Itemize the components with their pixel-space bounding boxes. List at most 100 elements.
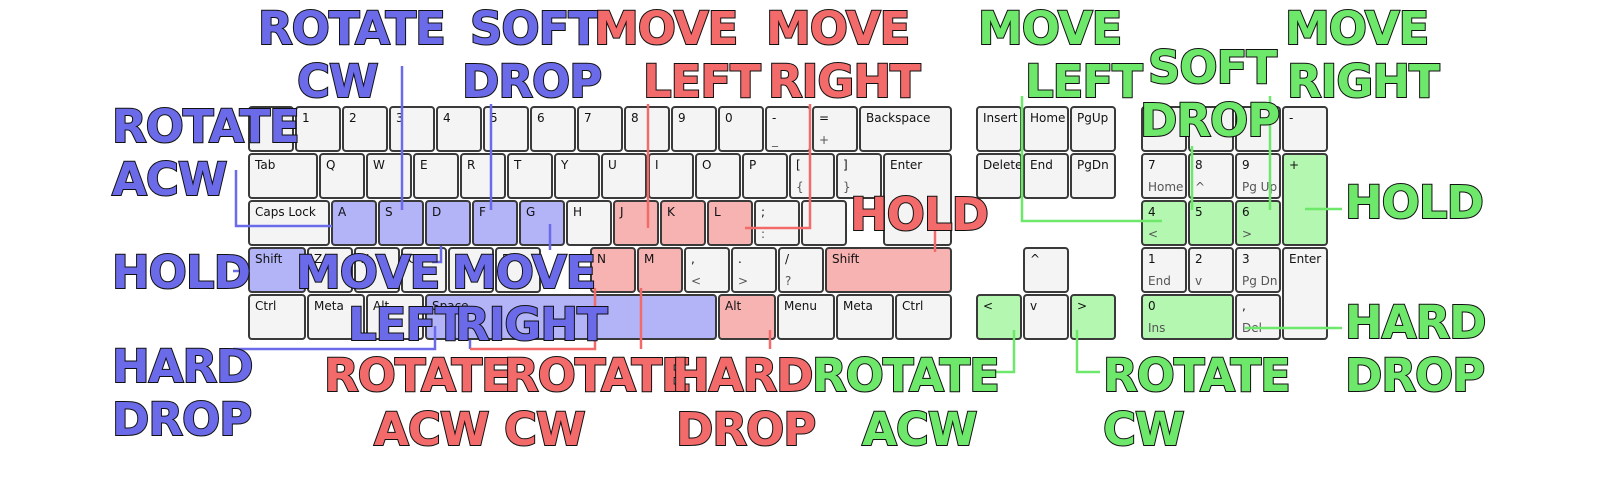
label-move-right-blue-line1: MOVE [451, 246, 597, 299]
label-move-left-green-line1: MOVE [977, 2, 1123, 55]
key-tab: Tab [248, 153, 318, 199]
key-label: 8 [1195, 158, 1203, 172]
label-move-right-red-line1: MOVE [765, 2, 911, 55]
label-rotate-acw-blue-line1: ROTATE [111, 100, 301, 153]
label-soft-drop-blue-line2: DROP [461, 55, 603, 108]
key-label: 5 [1195, 205, 1203, 219]
label-rotate-cw-green-line1: ROTATE [1102, 349, 1292, 402]
key-6: 6 [530, 106, 576, 152]
key-sublabel: ? [785, 274, 792, 288]
label-rotate-acw-red-line1: ROTATE [323, 349, 513, 402]
label-hard-drop-blue-line2: DROP [111, 393, 253, 446]
key-label: ^ [1030, 252, 1041, 266]
key-label: + [1289, 158, 1300, 172]
key-label: T [514, 158, 522, 172]
key-sublabel: < [691, 274, 702, 288]
key-comma: , < [684, 247, 730, 293]
key-label: ] [843, 158, 848, 172]
key-label: 0 [1148, 299, 1156, 313]
key-sublabel: _ [772, 133, 778, 147]
key-label: . [738, 252, 742, 266]
key-label: Backspace [866, 111, 931, 125]
label-hold-red-line1: HOLD [849, 188, 990, 241]
key-sublabel: Home [1148, 180, 1184, 194]
key-label: > [1077, 299, 1088, 313]
key-label: 6 [537, 111, 545, 125]
key-label: Shift [255, 252, 283, 266]
key-sublabel: + [819, 133, 830, 147]
key-num8: 8 ^ [1188, 153, 1234, 199]
label-move-right-green-line2: RIGHT [1286, 55, 1441, 108]
key-menu: Menu [777, 294, 835, 340]
key-label: 3 [396, 111, 404, 125]
leader-line-green [1075, 330, 1100, 374]
key-num5: 5 [1188, 200, 1234, 246]
key-quote: ' [801, 200, 847, 246]
leader-line-blue [432, 246, 443, 264]
key-rmeta: Meta [836, 294, 894, 340]
key-num4: 4 < [1141, 200, 1187, 246]
key-label: , [691, 252, 695, 266]
key-label: Menu [784, 299, 817, 313]
label-rotate-cw-red-line2: CW [503, 403, 587, 456]
key-r: R [460, 153, 506, 199]
label-move-right-red-line2: RIGHT [767, 55, 922, 108]
key-sublabel: End [1148, 274, 1171, 288]
key-esc [248, 106, 294, 152]
key-label: V [455, 252, 464, 266]
key-minus: - _ [765, 106, 811, 152]
key-label: Ctrl [255, 299, 277, 313]
key-label: 7 [584, 111, 592, 125]
key-label: W [373, 158, 385, 172]
key-sublabel: : [761, 227, 766, 241]
key-sublabel: Pg Dn [1242, 274, 1278, 288]
key-label: / [785, 252, 790, 266]
label-move-left-blue-line2: LEFT [347, 298, 467, 351]
key-slash: /? [778, 247, 824, 293]
key-lctrl: Ctrl [248, 294, 306, 340]
label-rotate-cw-green-line2: CW [1102, 403, 1186, 456]
key-label: Meta [843, 299, 873, 313]
key-u: U [601, 153, 647, 199]
key-2: 2 [342, 106, 388, 152]
key-label: A [338, 205, 347, 219]
key-enter: Enter [883, 153, 952, 246]
key-semicolon: ;: [754, 200, 800, 246]
key-sublabel: Pg Up [1242, 180, 1278, 194]
key-home: Home [1023, 106, 1069, 152]
key-o: O [695, 153, 741, 199]
key-sublabel: { [796, 180, 804, 194]
label-rotate-acw-green-line1: ROTATE [811, 349, 1001, 402]
key-label: 1 [1148, 252, 1156, 266]
key-label: 4 [1148, 205, 1156, 219]
key-label: 7 [1148, 158, 1156, 172]
key-label: Ctrl [902, 299, 924, 313]
key-label: S [385, 205, 393, 219]
key-pgdn: PgDn [1070, 153, 1116, 199]
key-label: Home [1030, 111, 1066, 125]
key-label: L [714, 205, 721, 219]
key-num1: 1 End [1141, 247, 1187, 293]
key-up: ^ [1023, 247, 1069, 293]
leader-line-green [975, 330, 1016, 374]
label-move-left-red-line1: MOVE [593, 2, 739, 55]
key-ralt: Alt [718, 294, 776, 340]
label-move-left-red-line2: LEFT [642, 55, 762, 108]
key-sublabel: } [843, 180, 851, 194]
key-1: 1 [295, 106, 341, 152]
label-move-right-green-line1: MOVE [1284, 2, 1430, 55]
leader-line-blue [234, 170, 332, 228]
leader-line-blue [233, 326, 437, 351]
key-label: 1 [302, 111, 310, 125]
key-period: . > [731, 247, 777, 293]
key-label: 4 [443, 111, 451, 125]
key-label: = [819, 111, 830, 125]
key-i: I [648, 153, 694, 199]
key-label: J [620, 205, 624, 219]
key-num9: 9 Pg Up [1235, 153, 1281, 199]
label-move-left-green-line2: LEFT [1024, 55, 1144, 108]
key-label: 2 [1195, 252, 1203, 266]
